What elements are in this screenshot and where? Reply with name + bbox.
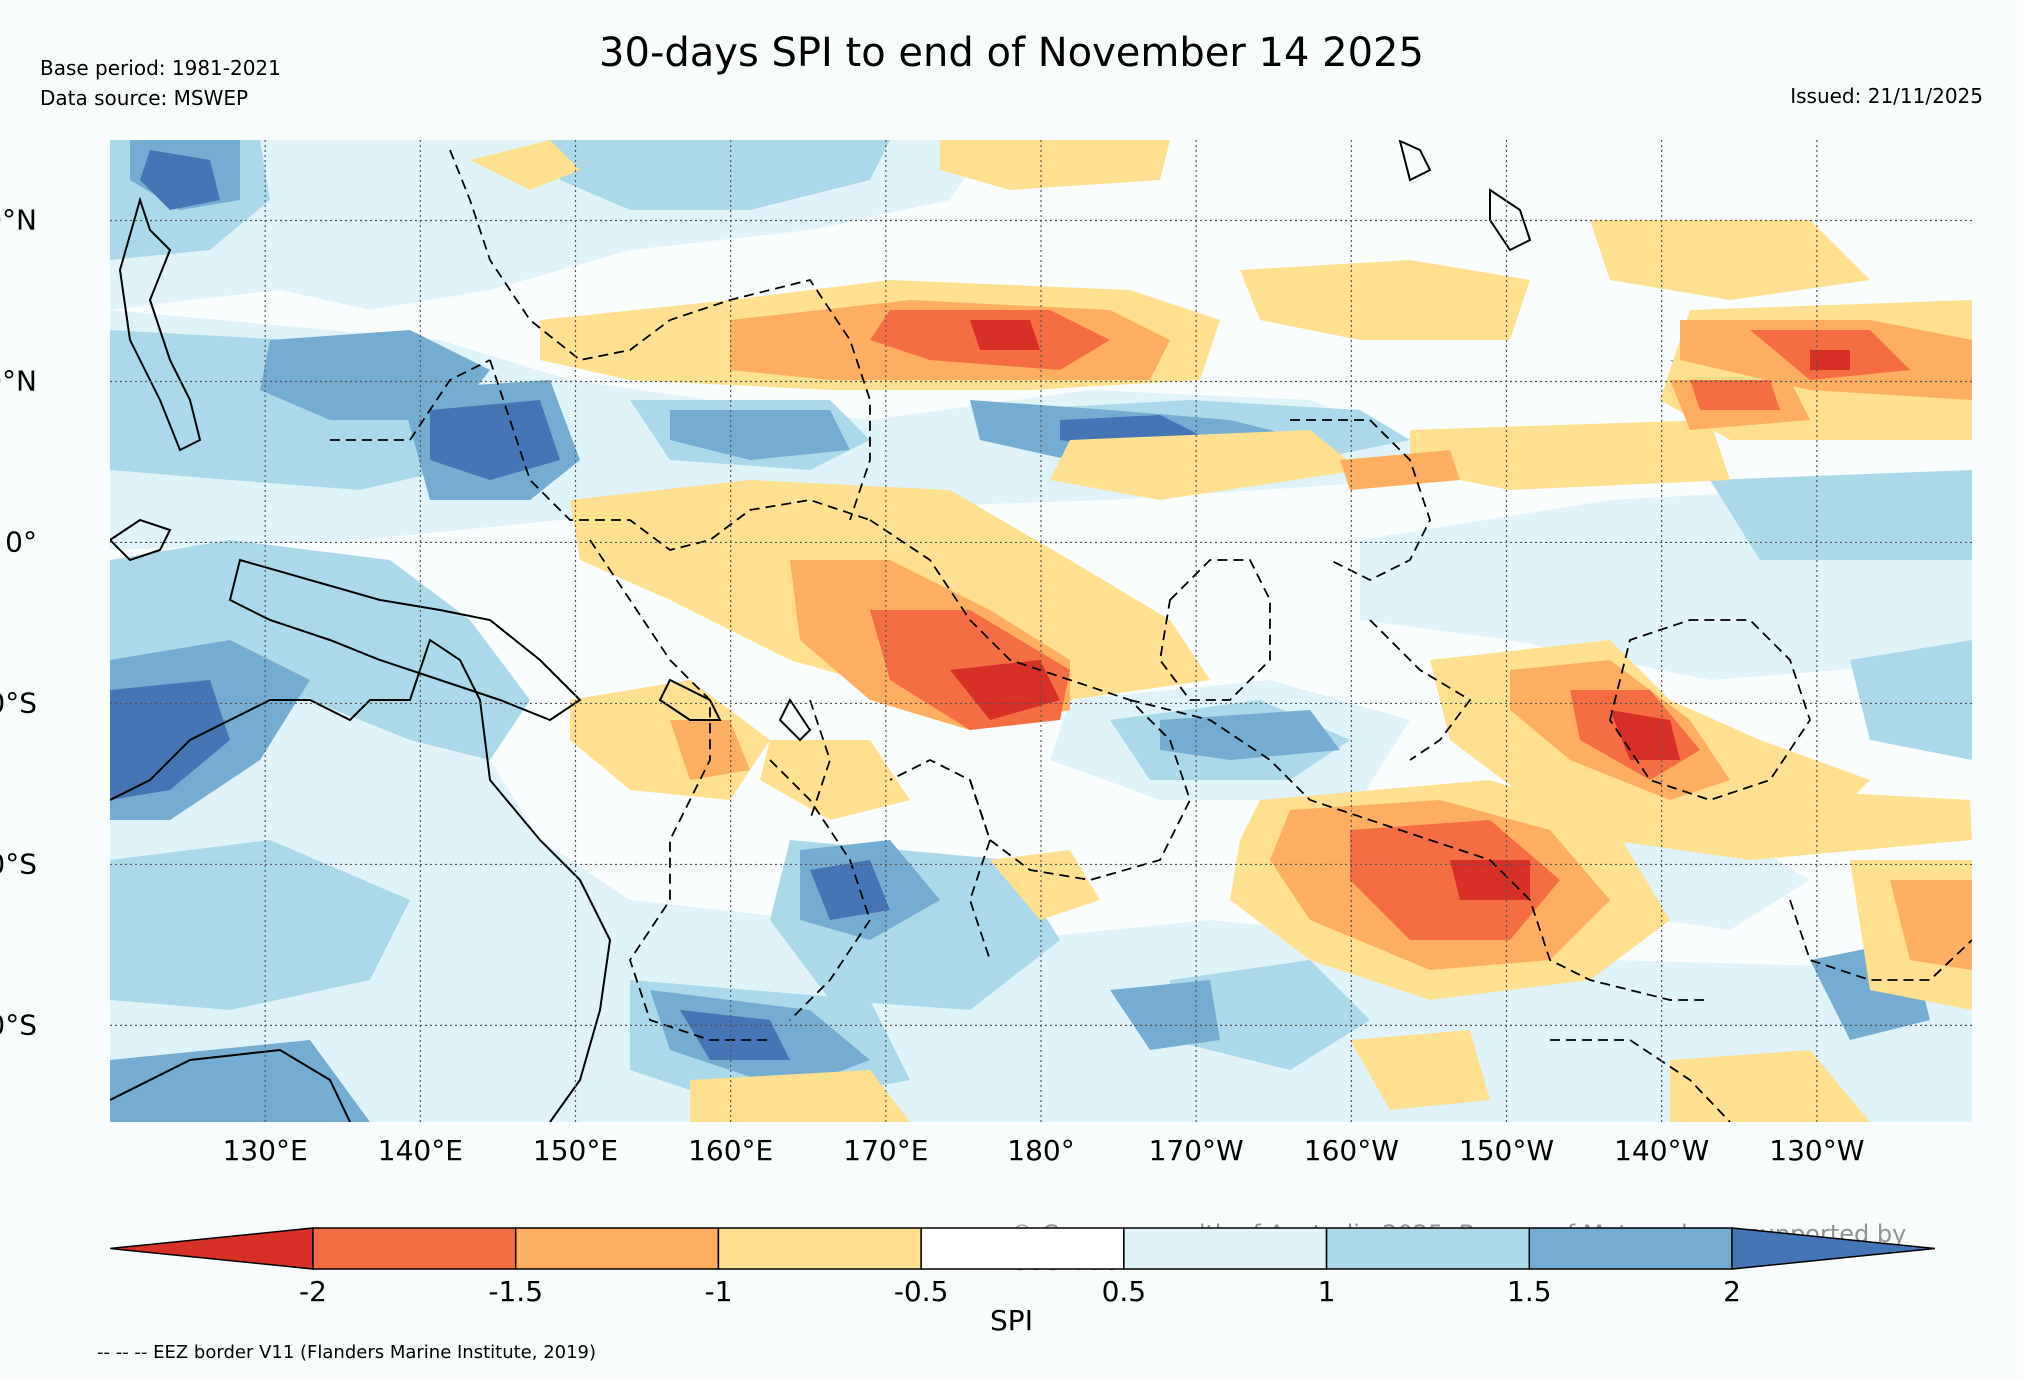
coastlines — [110, 140, 1532, 1122]
latitude-label: 10°N — [0, 364, 37, 398]
longitude-label: 170°W — [1148, 1134, 1244, 1167]
spi-map: 20°N10°N0°10°S20°S30°S © Commonwealth of… — [0, 140, 1972, 1276]
longitude-label: 160°W — [1303, 1134, 1399, 1167]
colorbar-tick-label: -1 — [704, 1275, 733, 1308]
colorbar-tick-label: 2 — [1723, 1275, 1741, 1308]
colorbar-tick-label: -2 — [299, 1275, 327, 1308]
colorbar-tick-label: -1.5 — [488, 1275, 544, 1308]
longitude-label: 140°E — [377, 1134, 463, 1167]
colorbar-segment — [1325, 1227, 1531, 1270]
eez-border-note: -- -- -- EEZ border V11 (Flanders Marine… — [97, 1342, 597, 1363]
base-period-note: Base period: 1981-2021 — [40, 56, 281, 80]
colorbar-title: SPI — [990, 1304, 1033, 1337]
colorbar-segment — [1123, 1227, 1328, 1270]
colorbar-tick-label: 1 — [1317, 1275, 1336, 1308]
latitude-label: 0° — [5, 525, 37, 559]
longitude-label: 140°W — [1614, 1134, 1710, 1167]
longitude-label: 130°E — [222, 1134, 308, 1167]
colorbar-tick-label: -0.5 — [893, 1275, 949, 1308]
colorbar-segment — [1528, 1227, 1733, 1270]
graticule — [110, 140, 1972, 1122]
longitude-label: 130°W — [1769, 1134, 1865, 1167]
colorbar-extend-wet — [1731, 1227, 1935, 1270]
issued-date: Issued: 21/11/2025 — [1790, 84, 1983, 108]
colorbar-segment — [514, 1227, 720, 1270]
map-title: 30-days SPI to end of November 14 2025 — [599, 30, 1424, 76]
data-source-note: Data source: MSWEP — [40, 86, 249, 110]
spi-map-canvas — [110, 140, 1972, 1122]
longitude-label: 180° — [1007, 1134, 1075, 1167]
latitude-label: 10°S — [0, 686, 37, 720]
latitude-label: 20°S — [0, 847, 37, 881]
longitude-label: 150°E — [532, 1134, 619, 1167]
spi-wet-extreme-regions — [110, 150, 1210, 1060]
eez-borders — [330, 149, 1972, 1122]
longitude-label: 150°W — [1458, 1134, 1555, 1167]
spi-colorbar — [110, 1227, 1935, 1270]
colorbar-segment — [920, 1227, 1125, 1270]
colorbar-segment — [312, 1227, 517, 1270]
colorbar-tick-label: 1.5 — [1507, 1275, 1552, 1308]
latitude-label: 30°S — [0, 1008, 37, 1042]
colorbar-segment — [717, 1227, 922, 1270]
colorbar-extend-dry — [110, 1227, 314, 1270]
latitude-label: 20°N — [0, 203, 37, 237]
longitude-label: 170°E — [843, 1134, 929, 1167]
colorbar-tick-label: 0.5 — [1101, 1275, 1147, 1308]
longitude-label: 160°E — [688, 1134, 774, 1167]
